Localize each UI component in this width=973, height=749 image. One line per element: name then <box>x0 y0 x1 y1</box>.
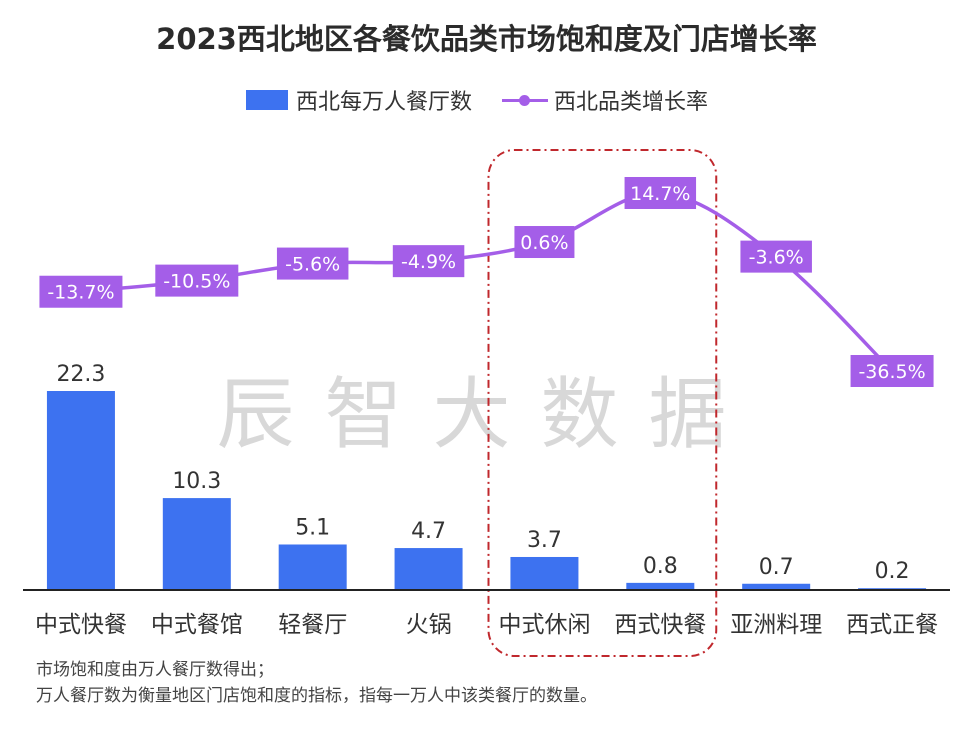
legend-item-bar: 西北每万人餐厅数 <box>246 84 472 116</box>
category-label: 西式正餐 <box>846 612 938 638</box>
growth-label: -3.6% <box>749 247 804 269</box>
footnote-1: 市场饱和度由万人餐厅数得出； <box>36 660 274 680</box>
legend-bar-swatch <box>246 90 288 110</box>
category-label: 亚洲料理 <box>730 612 822 638</box>
category-label: 火锅 <box>406 612 452 638</box>
bar-value-label: 0.8 <box>643 554 678 579</box>
category-label: 西式快餐 <box>614 612 706 638</box>
legend-line-swatch <box>502 90 548 110</box>
bar-4 <box>510 556 579 590</box>
bar-value-label: 0.7 <box>759 555 794 580</box>
bar-6 <box>742 583 811 590</box>
bar-value-label: 5.1 <box>295 515 330 540</box>
bar-5 <box>626 582 695 590</box>
growth-label-box <box>276 247 349 280</box>
chart-title: 2023西北地区各餐饮品类市场饱和度及门店增长率 <box>156 22 817 56</box>
growth-label: -5.6% <box>285 254 340 276</box>
category-label: 中式休闲 <box>498 612 590 638</box>
legend: 西北每万人餐厅数 西北品类增长率 <box>0 84 973 116</box>
footnote-2: 万人餐厅数为衡量地区门店饱和度的指标，指每一万人中该类餐厅的数量。 <box>36 686 597 706</box>
growth-label: -4.9% <box>401 251 456 273</box>
growth-label-box <box>392 245 465 278</box>
bar-value-label: 10.3 <box>172 469 221 494</box>
highlight-frame <box>487 149 718 657</box>
category-label: 中式餐馆 <box>151 612 243 638</box>
growth-label: -36.5% <box>858 361 925 383</box>
growth-label: 14.7% <box>630 183 690 205</box>
bar-3 <box>394 548 463 590</box>
growth-label-box <box>740 240 812 273</box>
legend-bar-label: 西北每万人餐厅数 <box>296 90 473 115</box>
bar-1 <box>162 498 231 590</box>
bar-0 <box>46 391 115 590</box>
bar-value-label: 22.3 <box>56 362 105 387</box>
category-label: 中式快餐 <box>35 612 127 638</box>
category-label: 轻餐厅 <box>278 612 347 638</box>
growth-label-box <box>850 355 934 387</box>
legend-line-label: 西北品类增长率 <box>554 90 709 115</box>
growth-label-box <box>155 264 239 297</box>
growth-label: -10.5% <box>163 271 230 293</box>
growth-label-box <box>39 275 123 308</box>
bar-2 <box>278 544 347 590</box>
legend-item-line: 西北品类增长率 <box>502 84 708 116</box>
growth-label: 0.6% <box>520 232 568 254</box>
growth-label-box <box>624 177 697 209</box>
bar-value-label: 0.2 <box>875 559 910 584</box>
growth-label: -13.7% <box>47 282 114 304</box>
growth-label-box <box>514 226 575 259</box>
bar-value-label: 3.7 <box>527 528 562 553</box>
bar-value-label: 4.7 <box>411 519 446 544</box>
